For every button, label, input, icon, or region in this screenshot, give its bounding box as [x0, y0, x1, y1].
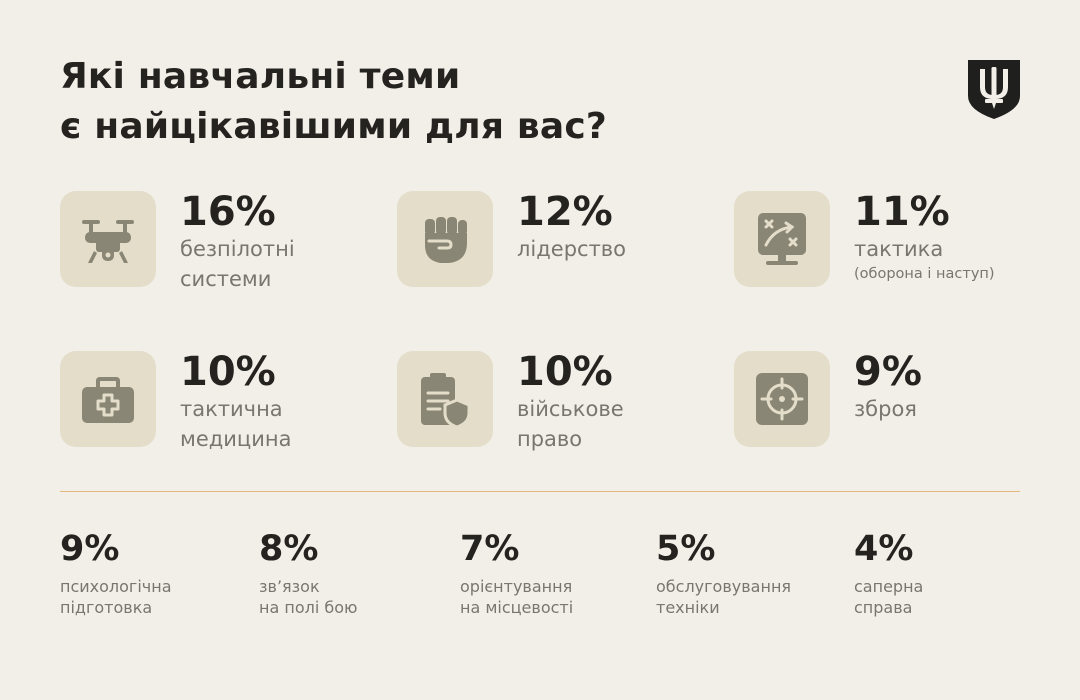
crosshair-icon	[756, 373, 808, 425]
label-sapper: саперна справа	[854, 577, 924, 617]
percent-law: 10%	[517, 349, 613, 395]
percent-orientation: 7%	[460, 529, 520, 569]
title-line-2: є найцікавішими для вас?	[60, 106, 607, 147]
percent-drones: 16%	[180, 189, 276, 235]
percent-tactics: 11%	[854, 189, 950, 235]
label-law: військове право	[517, 397, 624, 451]
trident-shield-icon	[968, 60, 1020, 119]
label-communication: зв’язок на полі бою	[259, 577, 358, 617]
label-medicine: тактична медицина	[180, 397, 292, 451]
percent-medicine: 10%	[180, 349, 276, 395]
label-tactics: тактика	[854, 237, 944, 261]
percent-sapper: 4%	[854, 529, 914, 569]
label-weapons: зброя	[854, 397, 917, 421]
tile-law	[397, 351, 493, 447]
tile-leadership	[397, 191, 493, 287]
label-orientation: орієнтування на місцевості	[460, 577, 574, 617]
drone-icon	[82, 220, 134, 263]
label-leadership: лідерство	[517, 237, 627, 261]
percent-communication: 8%	[259, 529, 319, 569]
fist-icon	[425, 217, 467, 263]
tile-tactics	[734, 191, 830, 287]
divider	[60, 491, 1020, 492]
law-document-shield-icon	[421, 373, 471, 429]
percent-psychology: 9%	[60, 529, 120, 569]
percent-leadership: 12%	[517, 189, 613, 235]
page-title: Які навчальні теми є найцікавішими для в…	[60, 52, 607, 152]
title-line-1: Які навчальні теми	[60, 56, 461, 97]
percent-maintenance: 5%	[656, 529, 716, 569]
label-tactics-sub: (оборона і наступ)	[854, 266, 995, 282]
tactics-board-icon	[758, 213, 806, 265]
label-drones: безпілотні системи	[180, 237, 295, 291]
medical-kit-icon	[82, 377, 134, 423]
label-maintenance: обслуговування техніки	[656, 577, 792, 617]
tile-weapons	[734, 351, 830, 447]
tile-drones	[60, 191, 156, 287]
label-psychology: психологічна підготовка	[60, 577, 172, 617]
percent-weapons: 9%	[854, 349, 922, 395]
tile-medicine	[60, 351, 156, 447]
